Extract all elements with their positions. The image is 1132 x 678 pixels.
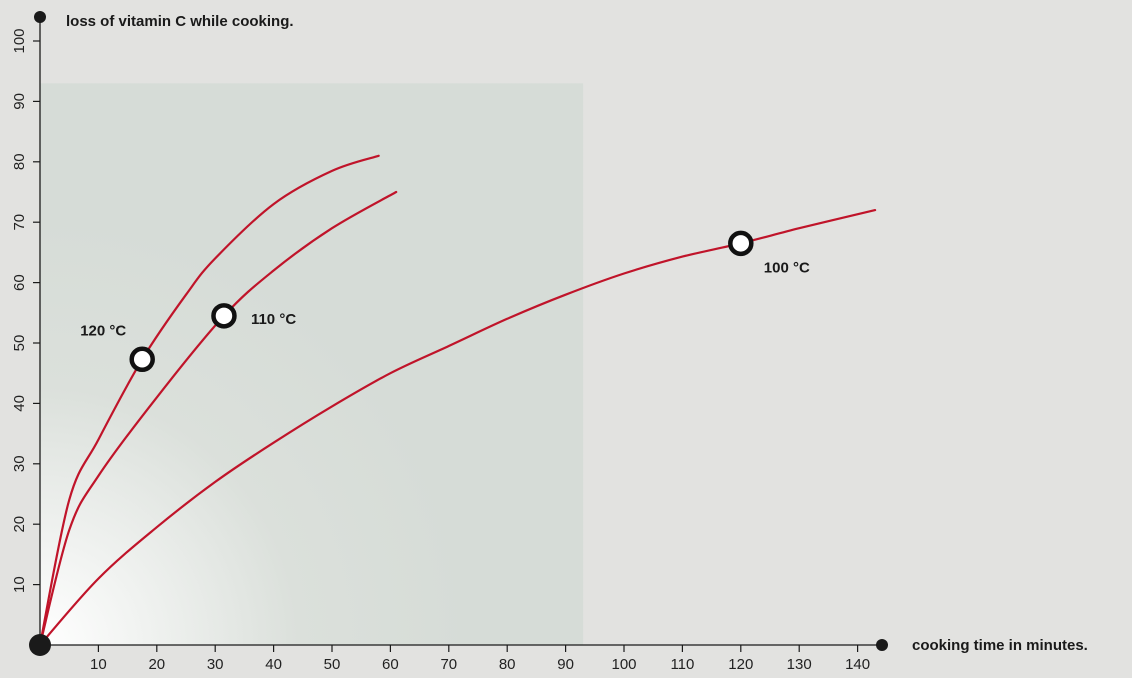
marker-120-c	[129, 346, 155, 373]
y-tick-label-20: 20	[11, 516, 28, 533]
y-tick-label-80: 80	[11, 153, 28, 170]
y-tick-label-60: 60	[11, 274, 28, 291]
marker-100-c	[728, 230, 754, 257]
series-label-110-c: 110 °C	[251, 311, 296, 328]
y-axis-end-dot	[34, 11, 46, 23]
series-line-110-c	[38, 190, 398, 647]
highlight-region	[40, 83, 584, 645]
x-tick-label-50: 50	[324, 656, 341, 673]
series-line-120-c	[38, 154, 380, 647]
x-tick-label-80: 80	[499, 656, 516, 673]
x-tick-label-130: 130	[787, 656, 812, 673]
y-tick-label-30: 30	[11, 455, 28, 472]
x-tick-label-100: 100	[611, 656, 636, 673]
series-label-100-c: 100 °C	[764, 259, 810, 276]
x-tick-label-40: 40	[265, 656, 282, 673]
series-label-120-c: 120 °C	[80, 322, 126, 339]
x-axis-title: cooking time in minutes.	[912, 637, 1088, 654]
y-tick-label-10: 10	[11, 576, 28, 593]
markers-group: 120 °C 110 °C 100 °C	[80, 230, 810, 373]
x-tick-label-90: 90	[557, 656, 574, 673]
y-axis-title: loss of vitamin C while cooking.	[66, 13, 294, 30]
origin-dot	[29, 634, 51, 656]
y-tick-label-40: 40	[11, 395, 28, 412]
axes-group	[29, 11, 888, 656]
series-group	[38, 154, 877, 647]
x-tick-label-10: 10	[90, 656, 107, 673]
ticks-group: 10 20 30 40 50 60 70 80 90 100 110 120 130 140 10 20 30 4…	[11, 28, 870, 673]
y-tick-label-50: 50	[11, 335, 28, 352]
y-tick-label-90: 90	[11, 93, 28, 110]
x-tick-label-110: 110	[670, 656, 694, 673]
x-tick-label-30: 30	[207, 656, 224, 673]
x-tick-label-60: 60	[382, 656, 399, 673]
marker-110-c	[211, 303, 237, 329]
x-tick-label-140: 140	[845, 656, 870, 673]
y-tick-label-100: 100	[11, 28, 28, 53]
x-tick-label-20: 20	[148, 656, 165, 673]
x-tick-label-70: 70	[440, 656, 457, 673]
x-axis-end-dot	[876, 639, 888, 651]
series-line-100-c	[38, 209, 877, 647]
x-tick-label-120: 120	[728, 656, 753, 673]
y-tick-label-70: 70	[11, 214, 28, 231]
